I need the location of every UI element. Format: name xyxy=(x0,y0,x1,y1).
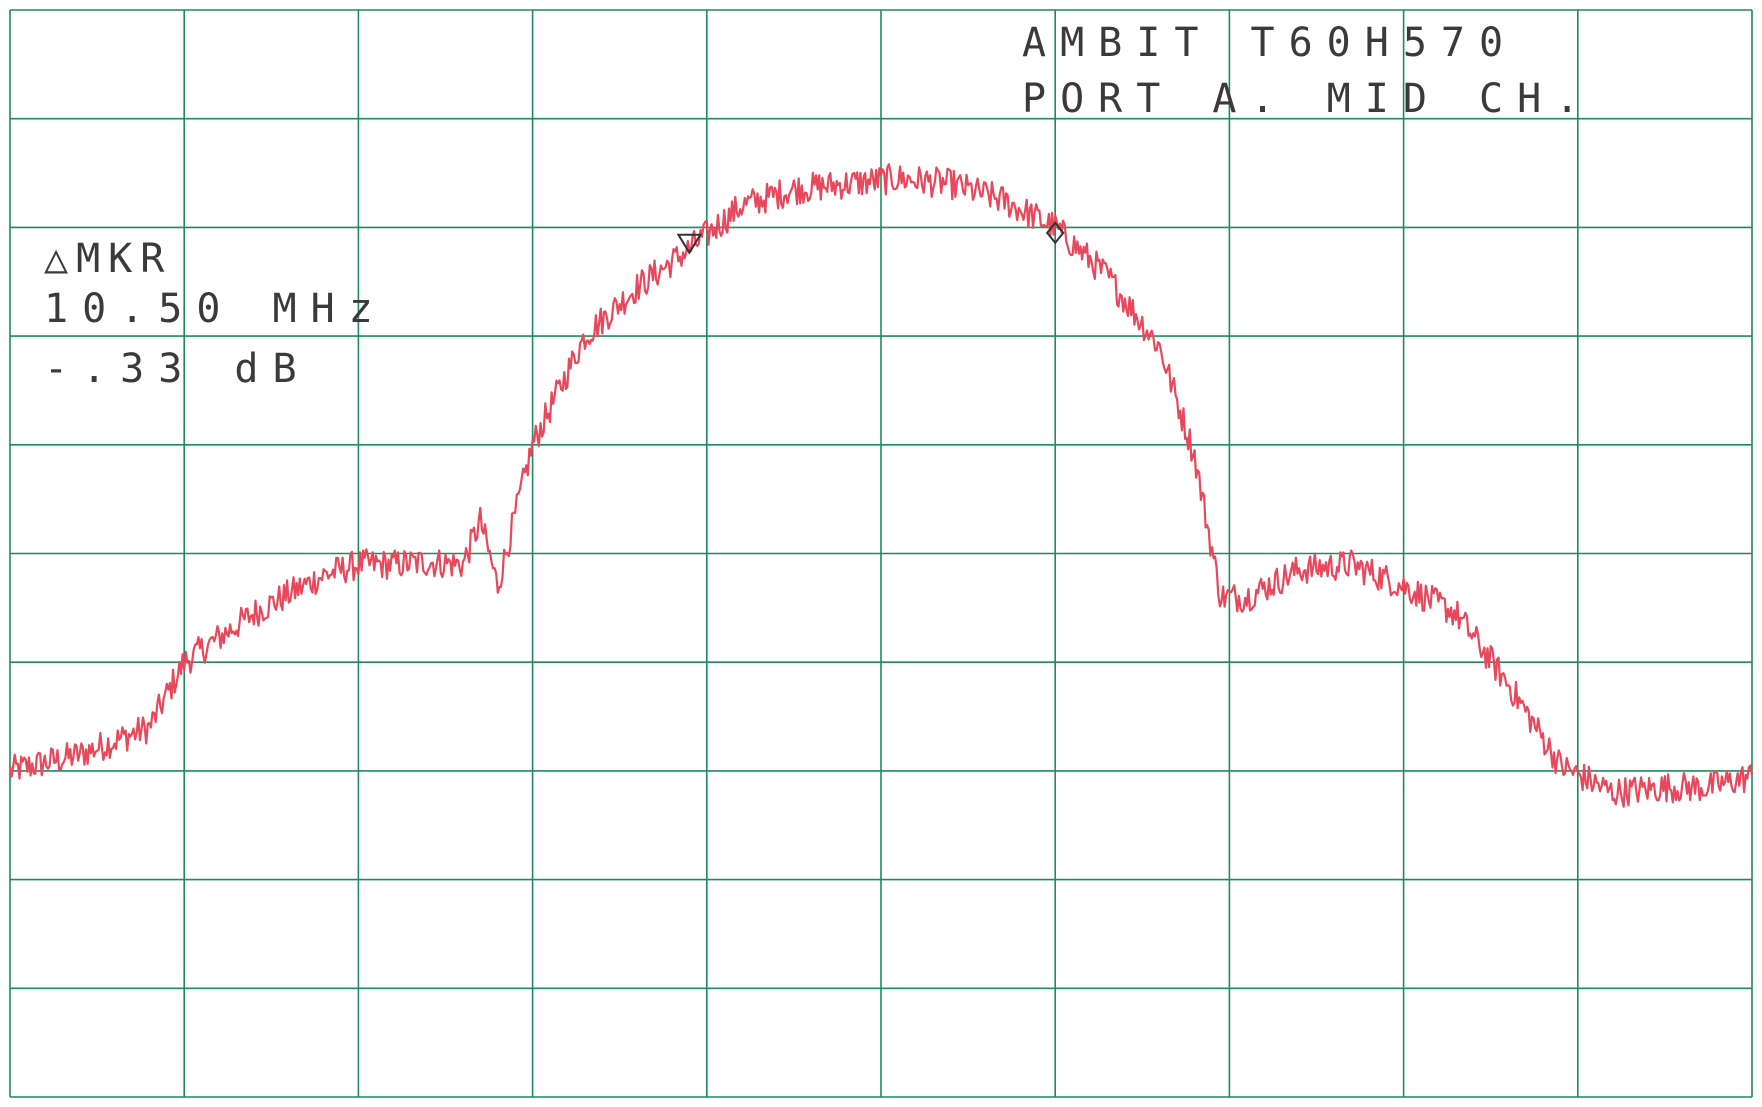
graticule xyxy=(9,9,1753,1098)
marker-readout-label: △MKR xyxy=(44,236,172,282)
marker-readout-level: -.33 dB xyxy=(44,346,311,392)
marker-readout-frequency: 10.50 MHz xyxy=(44,286,387,332)
markers xyxy=(676,221,1065,255)
spectrum-trace xyxy=(8,163,1754,808)
header-line-2: PORT A. MID CH. xyxy=(1022,76,1593,122)
header-line-1: AMBIT T60H570 xyxy=(1022,20,1517,66)
delta-marker xyxy=(1045,221,1065,245)
reference-marker xyxy=(676,233,703,255)
